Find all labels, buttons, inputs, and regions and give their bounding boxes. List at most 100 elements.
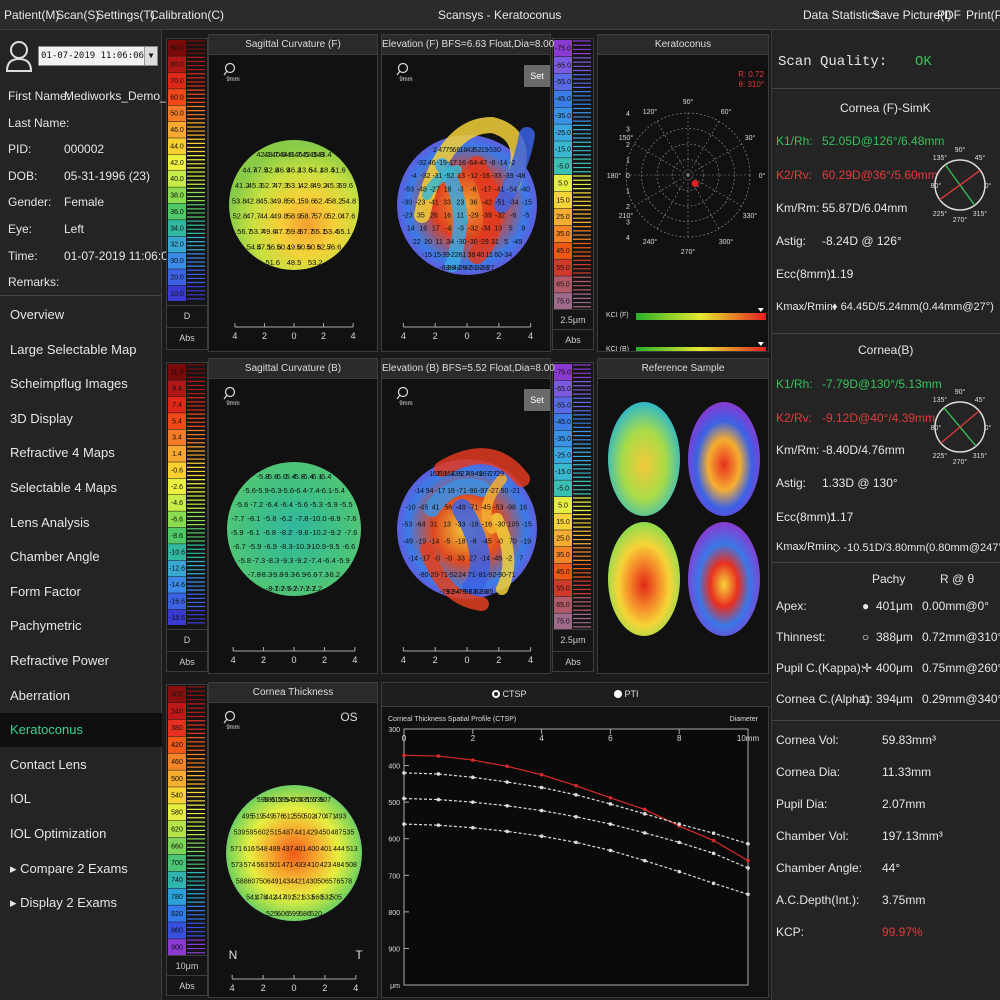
exam-select[interactable]: 01-07-2019 11:06:06 Left ▼ (38, 46, 158, 66)
nav-item[interactable]: Refractive Power (10, 653, 109, 668)
nav-item[interactable]: Form Factor (10, 583, 81, 599)
map-value: -6.1 (247, 528, 260, 537)
magnifier-icon[interactable] (396, 386, 409, 400)
set-button[interactable]: Set (524, 389, 550, 411)
scale-mode[interactable]: Abs (167, 327, 207, 347)
polar-angle-label: 60° (721, 108, 732, 116)
map-value: 505 (330, 895, 342, 902)
scale-value: 15.0 (556, 197, 570, 204)
scale-swatch (168, 609, 186, 625)
scale-swatch (168, 285, 186, 301)
menu-settings[interactable]: Settings(T) (96, 8, 155, 22)
sagittal-front-map[interactable]: 9mm 42.143.740.944.841.746.542.345.843.4 4… (209, 55, 379, 351)
panel-sagittal-back[interactable]: Sagittal Curvature (B) 9mm -5.8 -5.6 -6.0 -5… (208, 358, 378, 674)
tab-ctsp[interactable]: CTSP (492, 689, 527, 699)
map-value: -10.3 (293, 542, 310, 551)
ctsp-point (711, 881, 716, 886)
scale-swatch (168, 462, 186, 479)
map-value: 508 (345, 862, 357, 869)
map-value: 606 (277, 911, 289, 918)
nav-item[interactable]: ▸ Display 2 Exams (10, 895, 117, 911)
sagittal-back-map[interactable]: 9mm-5.8-5.6-6.0-5.4-5.8-6.4-6.1-6.4-5.6-… (209, 379, 379, 673)
map-value: -47 (477, 160, 487, 167)
magnifier-icon[interactable] (223, 710, 236, 724)
nav-item[interactable]: Selectable 4 Maps (10, 480, 117, 495)
scale-mode[interactable]: Abs (553, 651, 593, 671)
map-value: 54.8 (342, 196, 357, 205)
map-disc[interactable] (226, 785, 362, 921)
scale-mode[interactable]: Abs (553, 329, 593, 349)
menu-pdf[interactable]: PDF (937, 8, 961, 22)
panel-reference-sample: Reference Sample (597, 358, 769, 674)
kci-bar (636, 347, 766, 351)
nav-item[interactable]: Contact Lens (10, 756, 87, 772)
nav-item[interactable]: IOL Optimization (10, 826, 107, 841)
nav-item[interactable]: Overview (10, 307, 65, 322)
menu-calibration[interactable]: Calibration(C) (150, 8, 225, 22)
panel-sagittal-front[interactable]: Sagittal Curvature (F) 9mm 42.1 43.7 40.9 44… (208, 34, 378, 352)
menu-print[interactable]: Print(P) (966, 8, 1000, 22)
nav-item[interactable]: Keratoconus (0, 713, 162, 748)
panel-title: Keratoconus (598, 35, 768, 55)
nav-item[interactable]: 3D Display (10, 410, 73, 426)
stat-value: 44° (882, 861, 901, 875)
scale-mode[interactable]: Abs (167, 651, 207, 671)
map-disc[interactable] (227, 462, 361, 596)
map-value: 82 (474, 589, 482, 596)
scale-value: 55.0 (556, 265, 570, 272)
map-value: 576 (273, 813, 285, 820)
scale-unit: D (167, 305, 207, 325)
nav-item[interactable]: IOL (10, 791, 31, 807)
menu-patient[interactable]: Patient(M) (4, 8, 60, 22)
polar-ring (656, 143, 720, 207)
cornea-thickness-map[interactable]: 9mm5985856135555475245315575365074955195… (209, 703, 379, 997)
map-value: -10 (406, 505, 416, 512)
kci-label: KCI (F) (606, 312, 629, 319)
dob-value: 05-31-1996 (23) (64, 169, 151, 183)
menu-scan[interactable]: Scan(S) (56, 8, 100, 22)
axis-tick-label: 4 (353, 983, 358, 993)
scale-swatch (168, 511, 186, 528)
map-value: -5.6 (281, 486, 294, 495)
scale-mode[interactable]: Abs (167, 975, 207, 995)
scale-value: 900 (171, 945, 183, 952)
y-tick-label: 700 (388, 873, 400, 880)
nav-item[interactable]: Lens Analysis (10, 514, 90, 530)
panel-cornea-thickness[interactable]: Cornea Thickness 9mm 598 585 613 555 547 524 53… (208, 682, 378, 998)
tab-pti[interactable]: PTI (614, 689, 639, 699)
ctsp-point (746, 866, 750, 870)
magnifier-icon[interactable] (223, 62, 236, 76)
map-disc[interactable] (229, 140, 359, 270)
nav-item[interactable]: Pachymetric (10, 618, 82, 634)
nav-item[interactable]: Scheimpflug Images (10, 376, 128, 392)
panel-title: Sagittal Curvature (F) (209, 35, 377, 55)
map-value: 44.8 (279, 150, 294, 159)
panel-elevation-front[interactable]: Elevation (F) BFS=6.63 Float,Dia=8.00 9m… (381, 34, 554, 352)
ctsp-point (746, 842, 750, 846)
polar-radial-label: 0 (626, 173, 630, 180)
set-button[interactable]: Set (524, 65, 550, 87)
nav-item[interactable]: Refractive 4 Maps (10, 445, 115, 461)
nav-item[interactable]: Aberration (10, 687, 70, 703)
y-tick-label: 400 (388, 764, 400, 771)
chevron-down-icon[interactable]: ▼ (144, 47, 157, 65)
map-value: -9.8 (271, 570, 284, 579)
magnifier-icon[interactable] (223, 386, 236, 400)
pid-value: 000002 (64, 142, 105, 156)
scale-swatch (554, 124, 572, 141)
map-value: -3 (457, 186, 463, 193)
menu-data-statistics[interactable]: Data Statistics (803, 8, 880, 22)
menu-save-picture[interactable]: Save Picture(I) (872, 8, 952, 22)
stat-value: 3.75mm (882, 893, 926, 907)
map-value: 13 (443, 522, 451, 529)
map-value: 548 (256, 846, 268, 853)
nav-item[interactable]: Large Selectable Map (10, 341, 137, 357)
panel-elevation-back[interactable]: Elevation (B) BFS=5.52 Float,Dia=8.00 9m… (381, 358, 555, 674)
nav-item[interactable]: ▸ Compare 2 Exams (10, 860, 128, 876)
nav-item[interactable]: Chamber Angle (10, 549, 100, 565)
scale-value: 65.0 (556, 282, 570, 289)
magnifier-icon[interactable] (396, 62, 409, 76)
color-scale-bar: -75.0 -65.0 -55.0 -45.0 -35.0 -25.0 -15.0 -5.0 5… (554, 364, 591, 629)
